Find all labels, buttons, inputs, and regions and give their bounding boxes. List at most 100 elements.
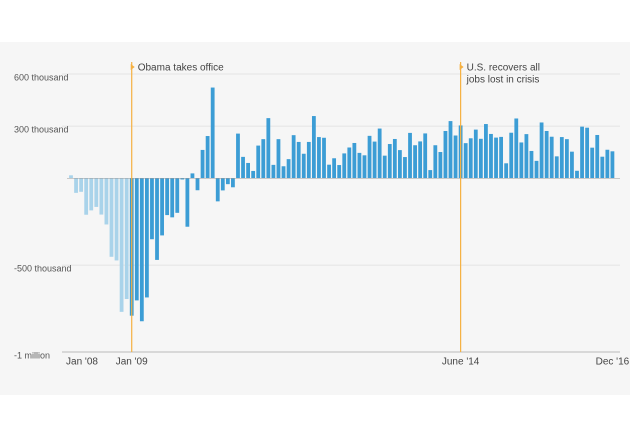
bar (332, 158, 337, 179)
bar (220, 178, 225, 191)
annotation-text: Obama takes office (138, 63, 224, 74)
annotation-marker (130, 64, 135, 70)
bar (301, 153, 306, 179)
bar (160, 178, 164, 236)
bar (534, 160, 539, 179)
bar (575, 170, 579, 179)
bar (580, 126, 584, 179)
y-tick-label: -1 million (14, 350, 50, 360)
bar (362, 155, 367, 179)
bar (357, 152, 362, 179)
bar (241, 156, 245, 179)
bar (205, 136, 210, 179)
bar (347, 147, 352, 179)
bar (327, 164, 331, 179)
bar (600, 156, 605, 179)
bar (463, 143, 468, 179)
bar (382, 155, 387, 179)
bar (438, 152, 443, 179)
bar (554, 156, 559, 179)
bar (428, 170, 433, 179)
bar (352, 142, 357, 179)
bar (529, 150, 534, 179)
bar (261, 139, 266, 179)
bar (317, 137, 321, 179)
bar (271, 164, 276, 179)
bar (134, 178, 139, 301)
y-tick-label: 300 thousand (14, 125, 69, 135)
bar (478, 138, 483, 179)
bar (372, 141, 377, 179)
bar (504, 163, 509, 179)
bar (468, 138, 473, 179)
bar (539, 122, 544, 179)
bar (109, 178, 114, 257)
bar (448, 121, 453, 179)
bar (519, 142, 524, 179)
background (0, 42, 630, 395)
bar (256, 145, 261, 179)
bar (367, 135, 372, 179)
bar (195, 178, 200, 191)
x-tick-label: Jan '08 (66, 357, 98, 368)
annotation-text: U.S. recovers all (467, 63, 540, 74)
bar (387, 144, 392, 179)
annotation-marker (459, 64, 464, 70)
x-tick-label: June '14 (442, 357, 480, 368)
bar (605, 149, 610, 179)
bar (296, 141, 301, 179)
bar (69, 175, 73, 179)
bar (281, 166, 286, 179)
bar (418, 141, 423, 179)
bar (392, 138, 397, 179)
bar (408, 132, 412, 179)
bar (200, 149, 205, 179)
bar (74, 178, 78, 193)
bar (306, 141, 311, 179)
bar (79, 178, 84, 192)
bar (322, 137, 326, 179)
bar (564, 139, 569, 179)
bar (413, 145, 417, 179)
bar (185, 178, 190, 227)
x-tick-label: Dec '16 (596, 357, 630, 368)
bar (377, 128, 382, 179)
bar (114, 178, 119, 261)
bar (170, 178, 175, 218)
bar (514, 118, 519, 179)
bar (180, 178, 185, 180)
bar (286, 159, 291, 179)
bar (246, 162, 250, 179)
bar (544, 130, 549, 179)
bar (89, 178, 94, 211)
bar (236, 133, 240, 179)
bar (145, 178, 149, 298)
bar (139, 178, 144, 322)
bar (104, 178, 109, 225)
bar (99, 178, 104, 215)
bar (119, 178, 124, 312)
x-tick-label: Jan '09 (116, 357, 148, 368)
bar (585, 127, 590, 179)
bar (499, 136, 503, 179)
bar (225, 178, 230, 185)
bar (311, 116, 316, 179)
bar (251, 170, 256, 179)
bar (165, 178, 170, 216)
bar (210, 87, 215, 179)
bar (489, 133, 493, 179)
bar (84, 178, 89, 215)
bar (175, 178, 180, 213)
bar (509, 132, 514, 179)
bar (423, 133, 428, 179)
bar (610, 151, 615, 179)
bar (124, 178, 129, 300)
bar (443, 130, 448, 179)
bar (337, 165, 342, 179)
y-tick-label: -500 thousand (14, 264, 72, 274)
bar (595, 134, 600, 179)
bar (590, 147, 595, 179)
bar (94, 178, 99, 207)
bar (570, 151, 574, 179)
